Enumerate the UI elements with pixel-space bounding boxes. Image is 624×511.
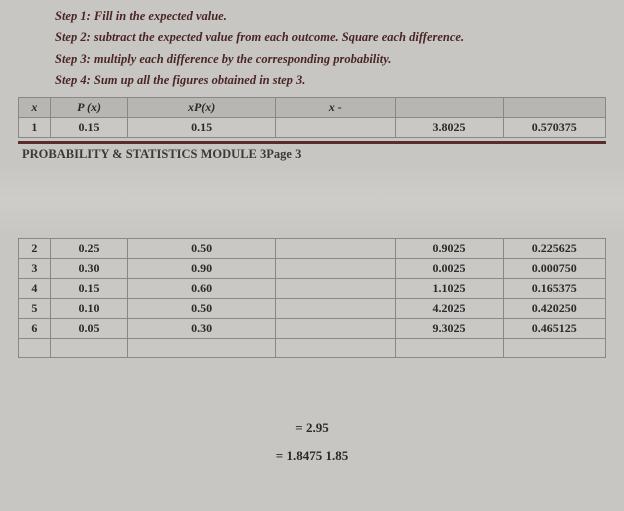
header-sq [395,98,503,118]
cell-x: 3 [19,259,51,279]
cell-x: 5 [19,299,51,319]
cell-px: 0.15 [50,279,127,299]
table-row [19,339,606,358]
cell-xpx: 0.60 [128,279,276,299]
step-3: Step 3: multiply each difference by the … [55,49,574,70]
module-title: PROBABILITY & STATISTICS MODULE 3Page 3 [18,145,606,164]
cell-px [50,339,127,358]
cell-sq [395,339,503,358]
cell-prob: 0.000750 [503,259,605,279]
cell-prob: 0.420250 [503,299,605,319]
table-2-wrap: 20.250.500.90250.22562530.300.900.00250.… [0,236,624,358]
cell-xpx: 0.50 [128,239,276,259]
cell-diff [276,299,395,319]
cell-sq: 3.8025 [395,118,503,138]
cell-sq: 1.1025 [395,279,503,299]
cell-diff [276,319,395,339]
cell-prob: 0.570375 [503,118,605,138]
cell-x: 1 [19,118,51,138]
cell-prob [503,339,605,358]
cell-prob: 0.165375 [503,279,605,299]
header-x: x [19,98,51,118]
table-row: 60.050.30 9.30250.465125 [19,319,606,339]
cell-sq: 9.3025 [395,319,503,339]
table-row: 50.100.50 4.20250.420250 [19,299,606,319]
cell-diff [276,118,395,138]
result-1: = 2.95 [0,420,624,436]
cell-xpx: 0.15 [128,118,276,138]
results-block: = 2.95 = 1.8475 1.85 [0,358,624,464]
cell-px: 0.15 [50,118,127,138]
cell-prob: 0.465125 [503,319,605,339]
table-1-wrap: x P (x) xP(x) x - 1 0.15 0.15 3.8025 0.5… [0,95,624,138]
cell-diff [276,279,395,299]
cell-sq: 0.0025 [395,259,503,279]
table-row: 40.150.60 1.10250.165375 [19,279,606,299]
cell-xpx: 0.30 [128,319,276,339]
cell-sq: 4.2025 [395,299,503,319]
table-2: 20.250.500.90250.22562530.300.900.00250.… [18,238,606,358]
header-px: P (x) [50,98,127,118]
step-1: Step 1: Fill in the expected value. [55,6,574,27]
cell-diff [276,259,395,279]
step-4: Step 4: Sum up all the figures obtained … [55,70,574,91]
cell-xpx: 0.90 [128,259,276,279]
cell-diff [276,239,395,259]
cell-sq: 0.9025 [395,239,503,259]
table-row: 20.250.50 0.90250.225625 [19,239,606,259]
cell-x: 2 [19,239,51,259]
header-prob [503,98,605,118]
cell-px: 0.30 [50,259,127,279]
cell-x: 6 [19,319,51,339]
steps-block: Step 1: Fill in the expected value. Step… [0,0,624,95]
cell-x: 4 [19,279,51,299]
module-divider: PROBABILITY & STATISTICS MODULE 3Page 3 [18,141,606,164]
cell-xpx [128,339,276,358]
page-gap [0,164,624,236]
table-1: x P (x) xP(x) x - 1 0.15 0.15 3.8025 0.5… [18,97,606,138]
header-xpx: xP(x) [128,98,276,118]
result-2: = 1.8475 1.85 [0,448,624,464]
table-1-row: 1 0.15 0.15 3.8025 0.570375 [19,118,606,138]
table-1-header-row: x P (x) xP(x) x - [19,98,606,118]
cell-x [19,339,51,358]
header-diff: x - [276,98,395,118]
cell-xpx: 0.50 [128,299,276,319]
cell-diff [276,339,395,358]
cell-px: 0.25 [50,239,127,259]
cell-px: 0.10 [50,299,127,319]
cell-px: 0.05 [50,319,127,339]
table-row: 30.300.90 0.00250.000750 [19,259,606,279]
cell-prob: 0.225625 [503,239,605,259]
step-2: Step 2: subtract the expected value from… [55,27,574,48]
